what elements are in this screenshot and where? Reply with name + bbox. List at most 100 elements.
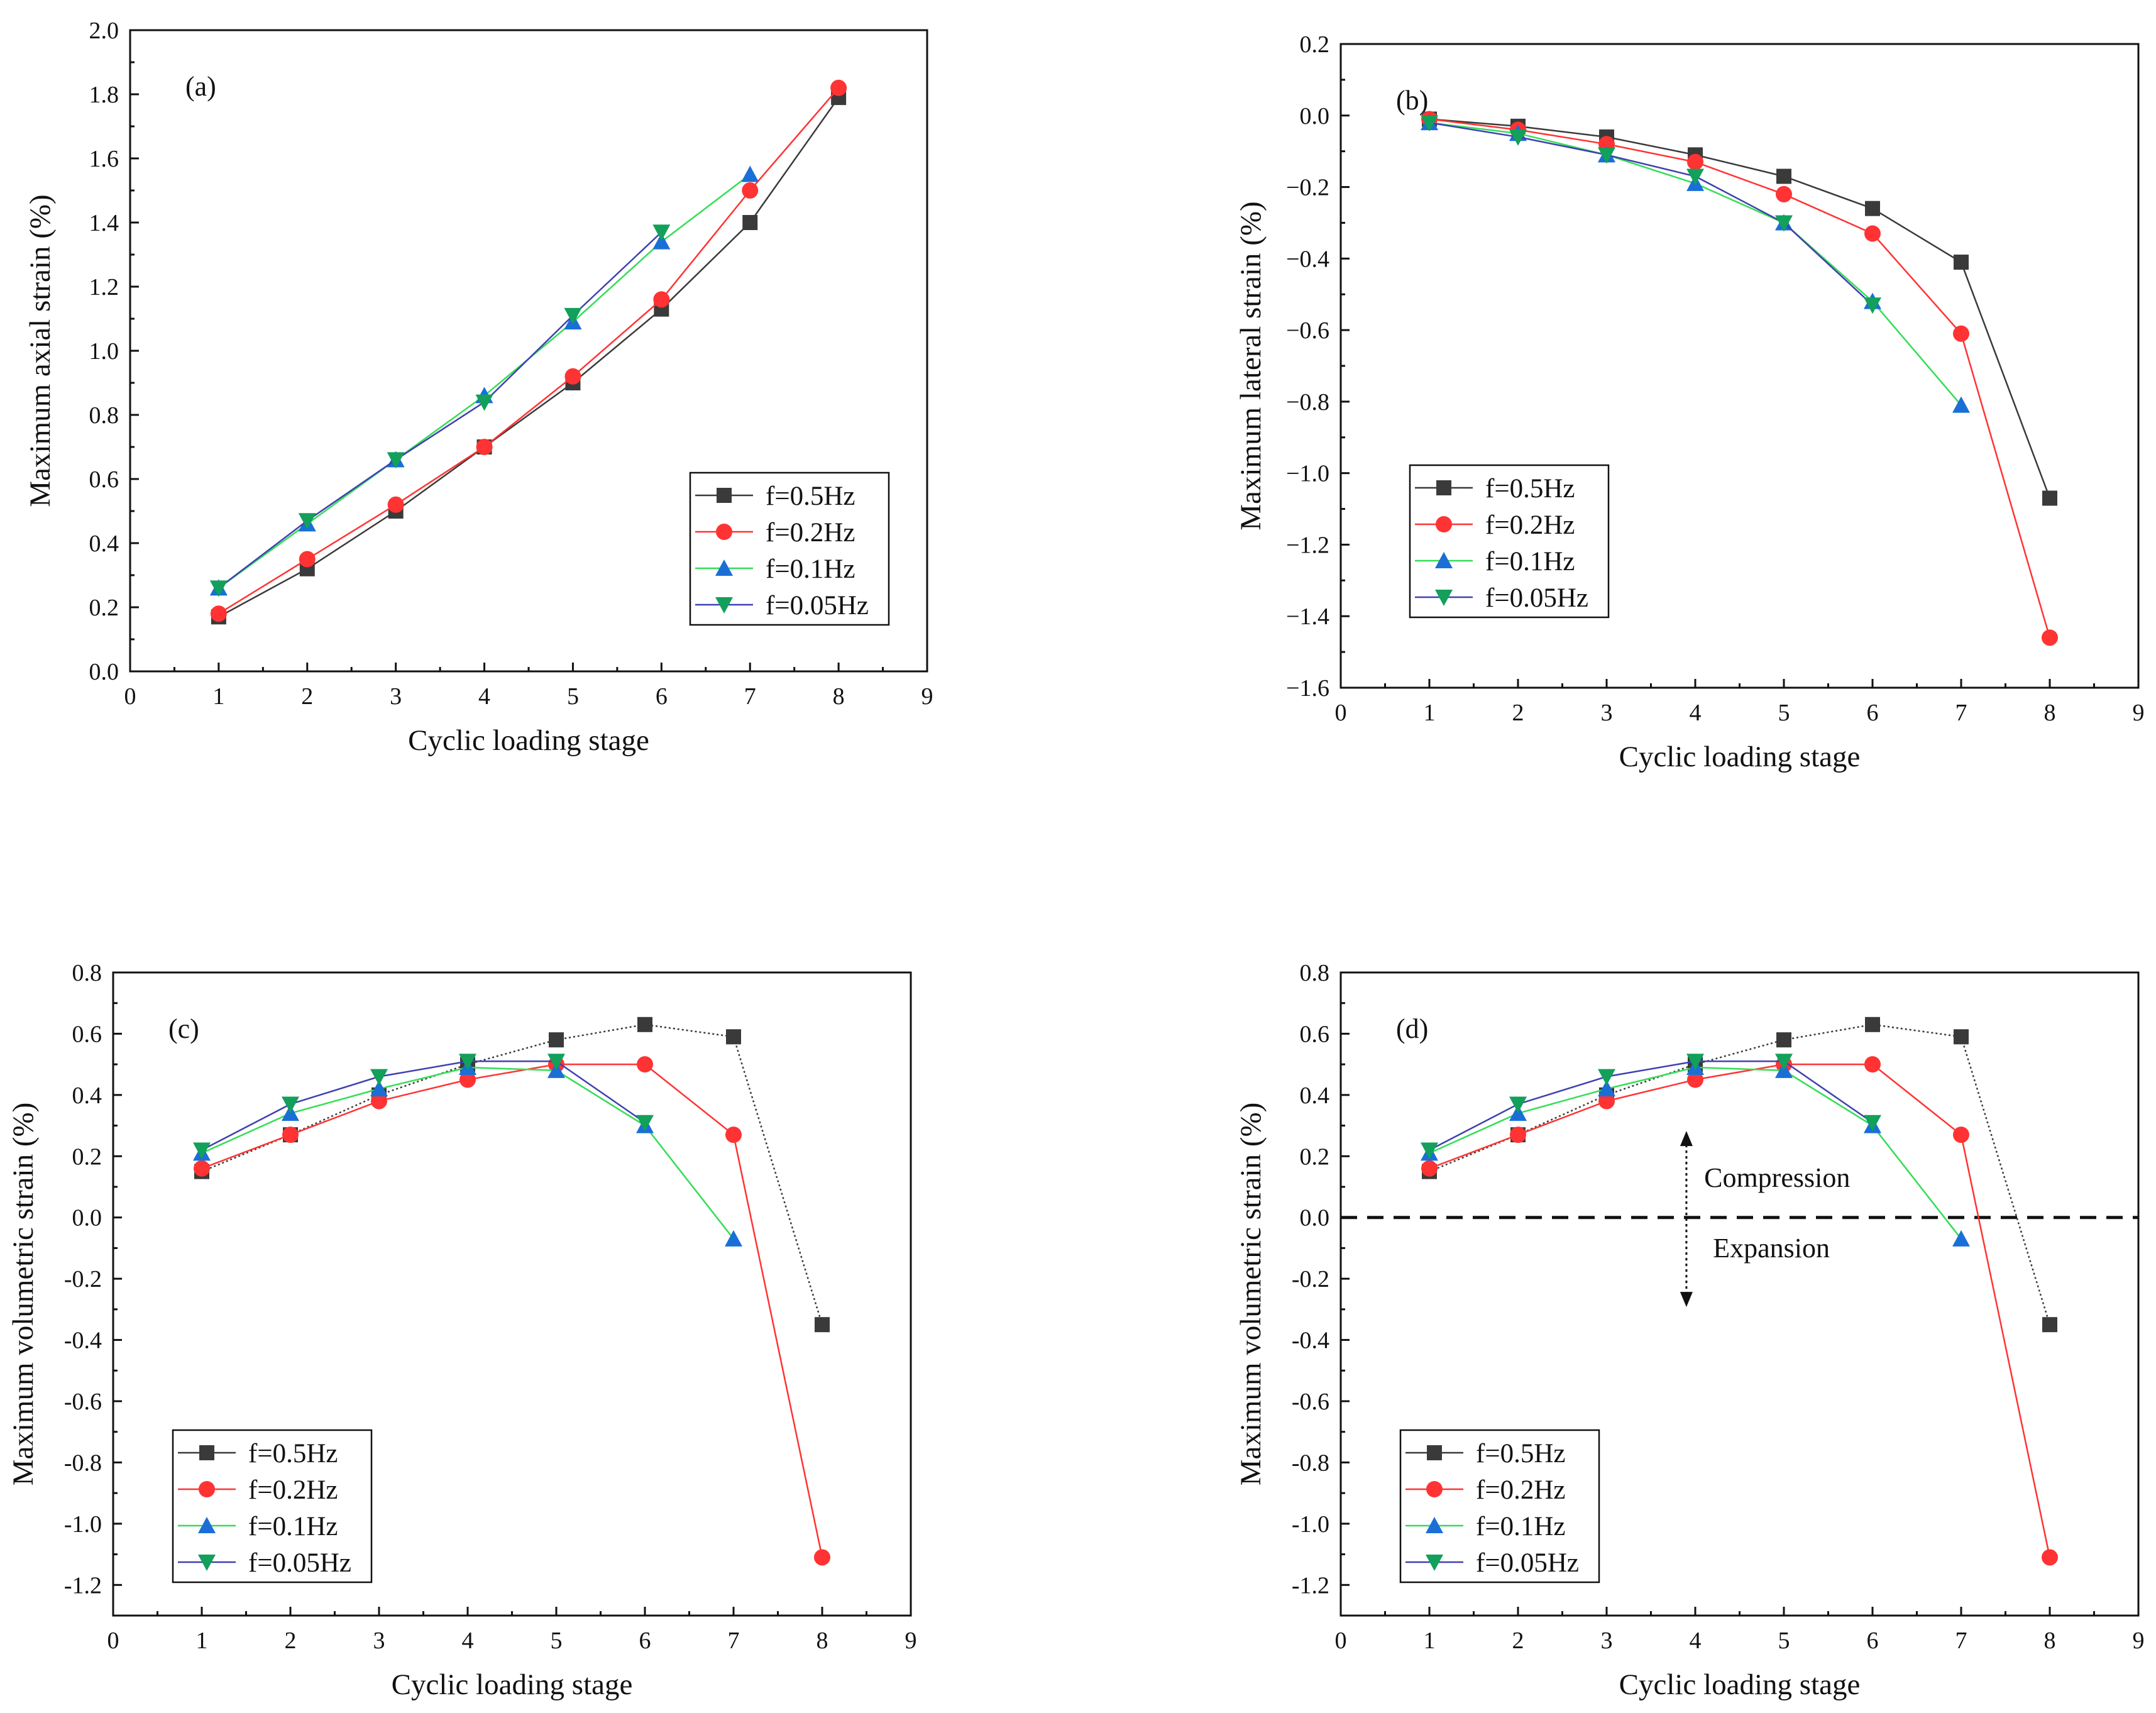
data-point (653, 291, 670, 308)
data-point (637, 1056, 653, 1073)
data-point (371, 1093, 387, 1110)
x-tick-label: 7 (1955, 700, 1967, 726)
series-0 (1422, 111, 2057, 506)
data-point (210, 605, 227, 622)
legend-marker (717, 488, 732, 503)
data-point (1598, 147, 1615, 164)
data-point (1864, 1056, 1881, 1073)
data-point (1954, 255, 1969, 270)
series-line (1429, 118, 2051, 498)
x-tick-label: 2 (301, 683, 313, 710)
x-tick-label: 8 (817, 1628, 828, 1654)
y-tick-label: 1.6 (89, 146, 119, 172)
data-point (1510, 1126, 1526, 1143)
data-point (652, 224, 671, 241)
annotation-arrow-down (1680, 1292, 1693, 1308)
data-point (193, 1142, 211, 1159)
legend-label: f=0.05Hz (1485, 583, 1588, 613)
legend-marker (1436, 516, 1452, 532)
data-point (564, 307, 582, 324)
series-line (1429, 118, 2051, 638)
legend-label: f=0.5Hz (766, 482, 855, 511)
x-tick-label: 7 (728, 1628, 740, 1654)
data-point (1598, 1093, 1615, 1110)
x-tick-label: 3 (1601, 700, 1613, 726)
y-tick-label: 0.8 (89, 402, 119, 429)
legend-marker (1426, 1517, 1443, 1533)
data-point (475, 394, 493, 411)
y-tick-label: 0.0 (1300, 1205, 1330, 1231)
y-tick-label: −1.2 (1286, 532, 1329, 558)
x-tick-label: 1 (196, 1628, 208, 1654)
y-tick-label: −0.6 (1286, 317, 1329, 344)
y-tick-label: −0.2 (1286, 175, 1329, 201)
x-tick-label: 8 (2044, 1628, 2056, 1654)
x-axis-title: Cyclic loading stage (408, 724, 649, 757)
x-tick-label: 2 (285, 1628, 297, 1654)
x-tick-label: 9 (905, 1628, 917, 1654)
data-point (564, 368, 581, 385)
series-line (201, 1066, 734, 1240)
data-point (637, 1016, 652, 1032)
legend-label: f=0.5Hz (1485, 474, 1575, 504)
x-tick-label: 5 (1778, 700, 1790, 726)
data-point (1864, 1115, 1881, 1132)
data-point (1953, 325, 1969, 342)
x-tick-label: 5 (1778, 1628, 1790, 1654)
data-point (652, 233, 671, 250)
x-tick-label: 4 (1690, 700, 1702, 726)
legend-label: f=0.1Hz (1485, 547, 1575, 576)
data-point (298, 513, 316, 530)
data-point (2042, 1549, 2058, 1566)
data-point (387, 496, 404, 513)
data-point (1421, 1142, 1438, 1159)
y-axis-title: Maximum lateral strain (%) (1235, 201, 1267, 530)
chart-panel-b: 0 1 2 3 4 5 6 7 8 9 −1.6 −1.4 −1.2 −1.0 −0.8 −0.6 −0.4 −0… (1235, 31, 2145, 773)
legend-marker (1426, 1555, 1443, 1571)
legend-label: f=0.5Hz (1476, 1439, 1565, 1468)
y-tick-label: 0.2 (89, 595, 119, 621)
data-point (1686, 1054, 1704, 1071)
series-3 (209, 224, 671, 597)
x-tick-label: 9 (2133, 700, 2145, 726)
x-tick-label: 3 (1601, 1628, 1613, 1654)
data-point (2042, 1317, 2057, 1333)
data-point (209, 580, 228, 597)
series-line (1429, 1063, 2051, 1558)
y-tick-label: -0.2 (1292, 1266, 1329, 1292)
legend-marker (1427, 1445, 1442, 1460)
data-point (1509, 1096, 1527, 1113)
y-tick-label: 0.8 (72, 960, 102, 986)
y-tick-label: 2.0 (89, 18, 119, 44)
legend-label: f=0.2Hz (248, 1475, 338, 1505)
legend-label: f=0.05Hz (766, 591, 869, 620)
data-point (1953, 1126, 1969, 1143)
x-tick-label: 0 (1335, 700, 1347, 726)
data-point (1421, 115, 1438, 132)
x-tick-label: 8 (2044, 700, 2056, 726)
legend-label: f=0.1Hz (1476, 1512, 1565, 1541)
chart-panel-d: 0 1 2 3 4 5 6 7 8 9 -1.2 -1.0 -0.8 -0.6 -0.4 -0.2 0.0 0.2… (1235, 960, 2145, 1701)
y-tick-label: −1.4 (1286, 603, 1329, 630)
annotation-label: Compression (1704, 1162, 1850, 1193)
y-tick-label: 0.8 (1300, 960, 1330, 986)
data-point (1775, 215, 1793, 232)
data-point (459, 1071, 476, 1088)
data-point (1952, 1230, 1970, 1247)
data-point (1775, 1054, 1793, 1071)
y-tick-label: 0.4 (89, 531, 119, 557)
data-point (1776, 168, 1791, 184)
panel-label: (b) (1396, 85, 1428, 116)
x-tick-label: 1 (212, 683, 224, 710)
x-tick-label: 5 (567, 683, 579, 710)
series-line (1429, 1060, 1873, 1151)
y-tick-label: 1.2 (89, 274, 119, 300)
series-line (1429, 1066, 1962, 1240)
data-point (1687, 1071, 1703, 1088)
data-point (636, 1115, 654, 1132)
data-point (1598, 1069, 1615, 1086)
data-point (1864, 297, 1881, 314)
y-axis-title: Maximum axial strain (%) (24, 194, 57, 507)
series-line (218, 87, 840, 615)
